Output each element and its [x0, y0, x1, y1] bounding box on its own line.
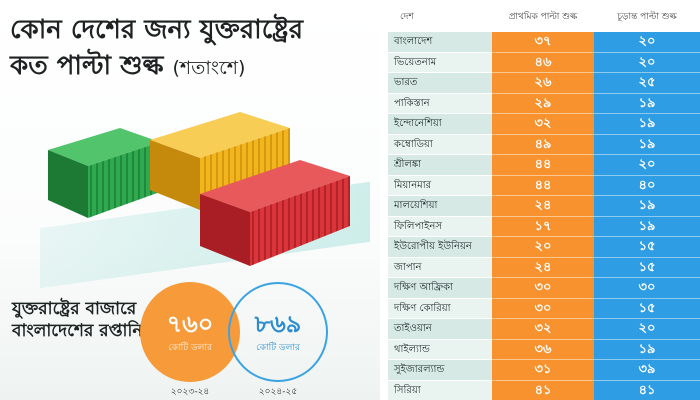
table-row: পাকিস্তান ২৯ ১৯ [388, 93, 700, 114]
table-row: থাইল্যান্ড ৩৬ ১৯ [388, 339, 700, 360]
initial-tariff-cell: ৪৪ [492, 175, 594, 196]
country-cell: মালয়েশিয়া [388, 196, 492, 217]
table-row: দক্ষিণ আফ্রিকা ৩০ ৩০ [388, 278, 700, 299]
table-row: কম্বোডিয়া ৪৯ ১৯ [388, 134, 700, 155]
country-cell: মিয়ানমার [388, 175, 492, 196]
country-cell: বাংলাদেশ [388, 32, 492, 53]
table-row: মালয়েশিয়া ২৪ ১৯ [388, 196, 700, 217]
final-tariff-cell: ৪১ [594, 380, 700, 400]
table-row: ভিয়েতনাম ৪৬ ২০ [388, 52, 700, 73]
final-tariff-cell: ১৯ [594, 134, 700, 155]
table-row: সুইজারল্যান্ড ৩১ ৩৯ [388, 360, 700, 381]
final-tariff-cell: ২০ [594, 32, 700, 53]
tariff-table: দেশ প্রাথমিক পাল্টা শুল্ক চূড়ান্ত পাল্ট… [388, 0, 700, 400]
country-cell: দক্ষিণ কোরিয়া [388, 298, 492, 319]
initial-tariff-cell: ২৯ [492, 93, 594, 114]
shipping-containers-illustration [48, 112, 350, 266]
final-tariff-cell: ১৫ [594, 257, 700, 278]
headline-line-2: কত পাল্টা শুল্ক (শতাংশে) [10, 48, 380, 86]
table-row: সিরিয়া ৪১ ৪১ [388, 380, 700, 400]
final-tariff-cell: ২০ [594, 52, 700, 73]
initial-tariff-cell: ৪৯ [492, 134, 594, 155]
final-tariff-cell: ১৯ [594, 216, 700, 237]
final-tariff-cell: ২০ [594, 155, 700, 176]
country-cell: সিরিয়া [388, 380, 492, 400]
final-tariff-cell: ৪০ [594, 175, 700, 196]
infographic-left-panel: কোন দেশের জন্য যুক্তরাষ্ট্রের কত পাল্টা … [0, 0, 380, 400]
initial-tariff-cell: ৪১ [492, 380, 594, 400]
red-container [200, 160, 350, 266]
country-cell: জাপান [388, 257, 492, 278]
final-tariff-cell: ২৫ [594, 73, 700, 94]
final-tariff-cell: ১৯ [594, 339, 700, 360]
green-container [48, 128, 160, 218]
export-circle-2024-25: ৮৬৯ কোটি ডলার [228, 282, 328, 382]
export-unit-2024-25: কোটি ডলার [256, 342, 300, 353]
country-cell: কম্বোডিয়া [388, 134, 492, 155]
export-value-2024-25: ৮৬৯ [254, 309, 302, 338]
final-tariff-cell: ১৯ [594, 93, 700, 114]
country-cell: সুইজারল্যান্ড [388, 360, 492, 381]
country-cell: ইউরোপীয় ইউনিয়ন [388, 237, 492, 258]
final-tariff-cell: ৩০ [594, 278, 700, 299]
export-label: যুক্তরাষ্ট্রের বাজারে বাংলাদেশের রপ্তানি [12, 299, 143, 341]
initial-tariff-cell: ৩১ [492, 360, 594, 381]
country-cell: ভারত [388, 73, 492, 94]
header-initial-tariff: প্রাথমিক পাল্টা শুল্ক [508, 11, 578, 22]
final-tariff-cell: ২০ [594, 319, 700, 340]
header-country: দেশ [400, 11, 414, 22]
table-row: ইন্দোনেশিয়া ৩২ ১৯ [388, 114, 700, 135]
table-body: বাংলাদেশ ৩৭ ২০ ভিয়েতনাম ৪৬ ২০ ভারত ২৬ ২৫ পাকিস্ত… [388, 32, 700, 400]
country-cell: ইন্দোনেশিয়া [388, 114, 492, 135]
headline: কোন দেশের জন্য যুক্তরাষ্ট্রের কত পাল্টা … [10, 12, 380, 86]
final-tariff-cell: ১৯ [594, 196, 700, 217]
table-row: মিয়ানমার ৪৪ ৪০ [388, 175, 700, 196]
final-tariff-cell: ১৫ [594, 237, 700, 258]
headline-main: কত পাল্টা শুল্ক [10, 51, 164, 81]
table-row: দক্ষিণ কোরিয়া ৩০ ১৫ [388, 298, 700, 319]
initial-tariff-cell: ২৪ [492, 257, 594, 278]
initial-tariff-cell: ৩২ [492, 114, 594, 135]
export-year-2024-25: ২০২৪-২৫ [258, 387, 298, 397]
initial-tariff-cell: ৩০ [492, 298, 594, 319]
initial-tariff-cell: ৩৭ [492, 32, 594, 53]
table-row: জাপান ২৪ ১৫ [388, 257, 700, 278]
table-header: দেশ প্রাথমিক পাল্টা শুল্ক চূড়ান্ত পাল্ট… [388, 0, 700, 32]
table-row: ইউরোপীয় ইউনিয়ন ২০ ১৫ [388, 237, 700, 258]
country-cell: থাইল্যান্ড [388, 339, 492, 360]
export-circle-2023-24: ৭৬০ কোটি ডলার [140, 282, 240, 382]
final-tariff-cell: ৩৯ [594, 360, 700, 381]
country-cell: তাইওয়ান [388, 319, 492, 340]
initial-tariff-cell: ৩০ [492, 278, 594, 299]
table-row: তাইওয়ান ৩২ ২০ [388, 319, 700, 340]
header-final-tariff: চূড়ান্ত পাল্টা শুল্ক [617, 11, 677, 22]
final-tariff-cell: ১৯ [594, 114, 700, 135]
initial-tariff-cell: ২৬ [492, 73, 594, 94]
initial-tariff-cell: ৩২ [492, 319, 594, 340]
country-cell: শ্রীলঙ্কা [388, 155, 492, 176]
country-cell: পাকিস্তান [388, 93, 492, 114]
table-row: শ্রীলঙ্কা ৪৪ ২০ [388, 155, 700, 176]
initial-tariff-cell: ২৪ [492, 196, 594, 217]
country-cell: দক্ষিণ আফ্রিকা [388, 278, 492, 299]
table-row: বাংলাদেশ ৩৭ ২০ [388, 32, 700, 53]
initial-tariff-cell: ২০ [492, 237, 594, 258]
country-cell: ভিয়েতনাম [388, 52, 492, 73]
country-cell: ফিলিপাইনস [388, 216, 492, 237]
headline-unit: (শতাংশে) [172, 57, 246, 79]
initial-tariff-cell: ১৭ [492, 216, 594, 237]
yellow-container [150, 112, 290, 210]
table-row: ফিলিপাইনস ১৭ ১৯ [388, 216, 700, 237]
export-year-2023-24: ২০২৩-২৪ [170, 387, 210, 397]
export-unit-2023-24: কোটি ডলার [168, 342, 212, 353]
initial-tariff-cell: ৪৬ [492, 52, 594, 73]
export-value-2023-24: ৭৬০ [166, 309, 214, 338]
initial-tariff-cell: ৩৬ [492, 339, 594, 360]
final-tariff-cell: ১৫ [594, 298, 700, 319]
initial-tariff-cell: ৪৪ [492, 155, 594, 176]
headline-line-1: কোন দেশের জন্য যুক্তরাষ্ট্রের [10, 15, 304, 45]
table-row: ভারত ২৬ ২৫ [388, 73, 700, 94]
